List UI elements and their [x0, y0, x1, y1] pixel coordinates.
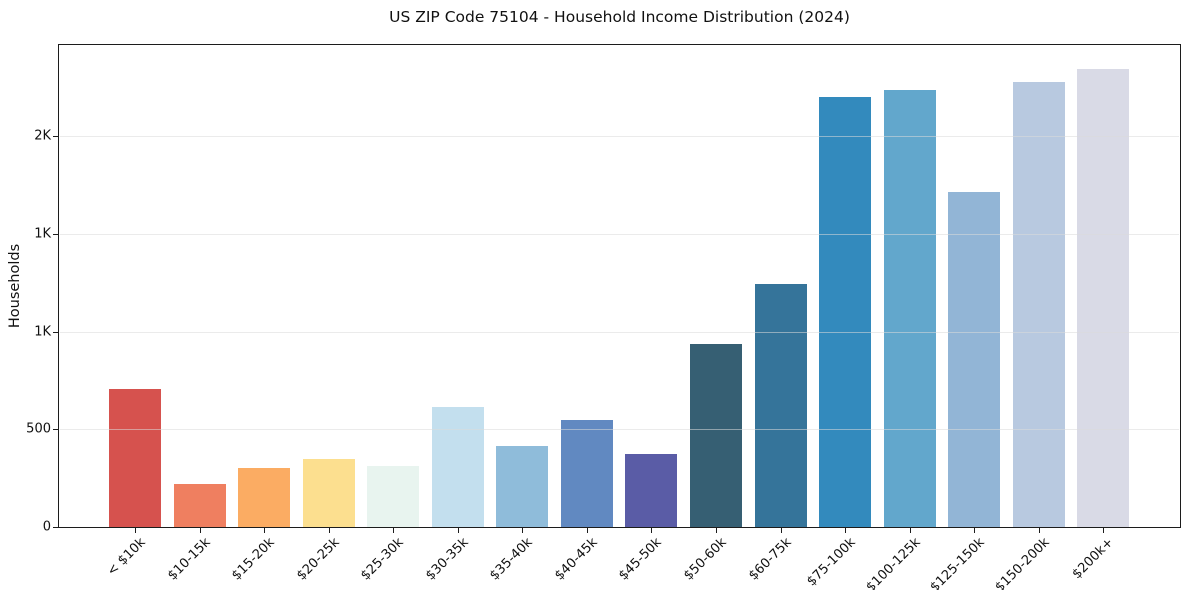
x-tick-label: $25-30k — [358, 535, 407, 584]
bar-60-75k — [754, 283, 807, 527]
x-tick-label: $20-25k — [293, 535, 343, 584]
x-tick-label: $10-15k — [164, 535, 214, 584]
x-tick — [264, 528, 266, 533]
y-tick — [53, 233, 59, 235]
bar-35-40k — [496, 445, 549, 527]
x-tick-label: $75-100k — [804, 535, 859, 590]
x-tick-label: $45-50k — [616, 535, 665, 584]
x-tick-label: $15-20k — [229, 535, 278, 584]
x-tick — [974, 528, 976, 533]
x-tick-label: $100-125k — [863, 535, 924, 590]
x-tick-label: $35-40k — [487, 535, 536, 584]
x-tick — [586, 528, 588, 533]
y-tick — [53, 331, 59, 333]
bar-10-15k — [173, 483, 226, 527]
x-tick — [651, 528, 653, 533]
y-tick-label: 1K — [34, 324, 51, 339]
bar-75-100k — [819, 96, 872, 527]
x-tick — [780, 528, 782, 533]
x-tick — [457, 528, 459, 533]
chart-title: US ZIP Code 75104 - Household Income Dis… — [389, 8, 850, 26]
bar-40-45k — [560, 420, 613, 527]
bar-45-50k — [625, 453, 678, 527]
bar-15-20k — [238, 468, 291, 527]
bar-25-30k — [367, 466, 420, 527]
bar-30-35k — [431, 406, 484, 527]
x-tick — [522, 528, 524, 533]
x-tick-label: $40-45k — [551, 535, 601, 584]
x-tick — [845, 528, 847, 533]
bar-125-150k — [948, 191, 1001, 527]
y-tick-label: 0 — [42, 519, 51, 535]
bar-100-125k — [883, 90, 936, 527]
x-tick — [715, 528, 717, 533]
gridline — [60, 136, 1179, 137]
bar-10k — [109, 389, 161, 527]
x-tick-label: $200k+ — [1069, 535, 1117, 583]
x-tick-label: $60-75k — [745, 535, 795, 584]
y-tick — [53, 527, 59, 528]
x-tick-label: $30-35k — [422, 535, 472, 584]
x-tick — [1103, 528, 1105, 533]
x-tick — [393, 528, 395, 533]
x-tick-label: $150-200k — [992, 535, 1053, 590]
x-tick-label: < $10k — [104, 535, 149, 580]
x-tick — [328, 528, 330, 533]
y-tick-label: 1K — [34, 226, 51, 242]
gridline — [60, 331, 1179, 333]
bar-20-25k — [302, 458, 355, 527]
y-tick-label: 2K — [34, 128, 51, 144]
y-tick — [53, 429, 59, 431]
x-tick — [909, 528, 911, 533]
bar-150-200k — [1012, 82, 1065, 527]
x-tick — [135, 528, 136, 533]
bar-50-60k — [689, 344, 742, 527]
y-axis-label: Households — [7, 243, 23, 329]
x-tick — [199, 528, 201, 533]
y-tick-label: 500 — [26, 421, 51, 437]
bar-200k — [1077, 68, 1130, 527]
y-tick — [53, 136, 59, 137]
x-tick — [1038, 528, 1040, 533]
gridline — [60, 429, 1179, 431]
gridline — [60, 233, 1179, 235]
x-tick-label: $50-60k — [681, 535, 730, 584]
x-tick-label: $125-150k — [927, 535, 988, 590]
